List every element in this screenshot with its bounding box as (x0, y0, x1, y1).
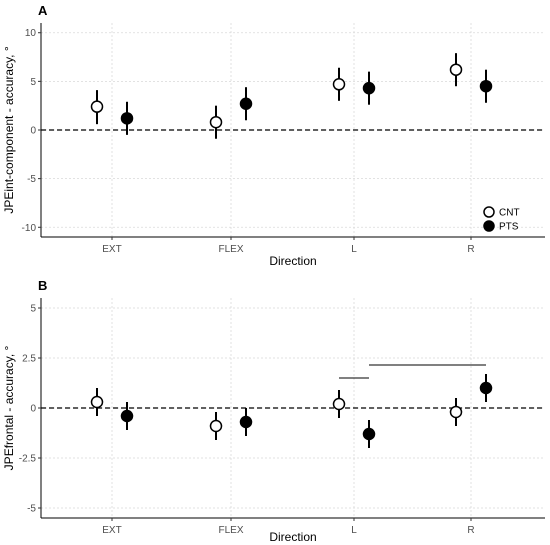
point-cnt (90, 100, 104, 113)
y-tick-label: -5 (27, 504, 36, 515)
y-tick-label: 2.5 (22, 354, 36, 365)
point-cnt (449, 63, 463, 76)
y-tick-label: 0 (30, 404, 36, 415)
y-tick-label: 5 (30, 304, 36, 315)
x-tick-label: L (351, 525, 357, 536)
panel-a: A -10 -5 0 5 10 EXT FLEX L R Direction JPEint-compo… (2, 3, 545, 268)
y-tick-label: 5 (30, 77, 36, 88)
legend-marker-cnt (483, 206, 495, 218)
x-axis-title: Direction (269, 530, 316, 544)
point-pts (479, 381, 493, 395)
point-cnt (90, 395, 104, 409)
y-tick-label: -2.5 (19, 454, 37, 465)
x-axis-title: Direction (269, 254, 316, 268)
point-pts (239, 415, 253, 429)
y-tick-label: 0 (30, 126, 36, 137)
y-axis-title: JPEint-component - accuracy, ° (2, 46, 16, 214)
point-pts (120, 112, 134, 125)
x-tick-label: L (351, 244, 357, 255)
point-cnt (449, 405, 463, 419)
y-tick-label: -10 (22, 223, 37, 234)
point-pts (362, 427, 376, 441)
legend: CNT PTS (483, 206, 520, 233)
x-tick-label: EXT (102, 525, 121, 536)
y-tick-label: 10 (25, 28, 37, 39)
legend-label: PTS (499, 222, 519, 233)
legend-label: CNT (499, 208, 520, 219)
point-cnt (332, 78, 346, 91)
point-cnt (209, 419, 223, 433)
panel-b: B -5 -2.5 0 2.5 5 EXT FLEX L R Direction JPEfrontal… (2, 278, 545, 544)
panel-letter: B (38, 278, 47, 293)
point-pts (479, 79, 493, 93)
point-cnt (332, 397, 346, 411)
y-axis-title: JPEfrontal - accuracy, ° (2, 345, 16, 470)
x-tick-label: R (467, 525, 474, 536)
point-pts (120, 409, 134, 423)
legend-marker-pts (483, 220, 495, 232)
point-pts (362, 81, 376, 95)
point-pts (239, 97, 253, 110)
y-tick-label: -5 (27, 174, 36, 185)
panel-letter: A (38, 3, 48, 18)
point-cnt (209, 115, 223, 129)
x-tick-label: EXT (102, 244, 121, 255)
x-tick-label: FLEX (218, 244, 243, 255)
x-tick-label: FLEX (218, 525, 243, 536)
x-tick-label: R (467, 244, 474, 255)
